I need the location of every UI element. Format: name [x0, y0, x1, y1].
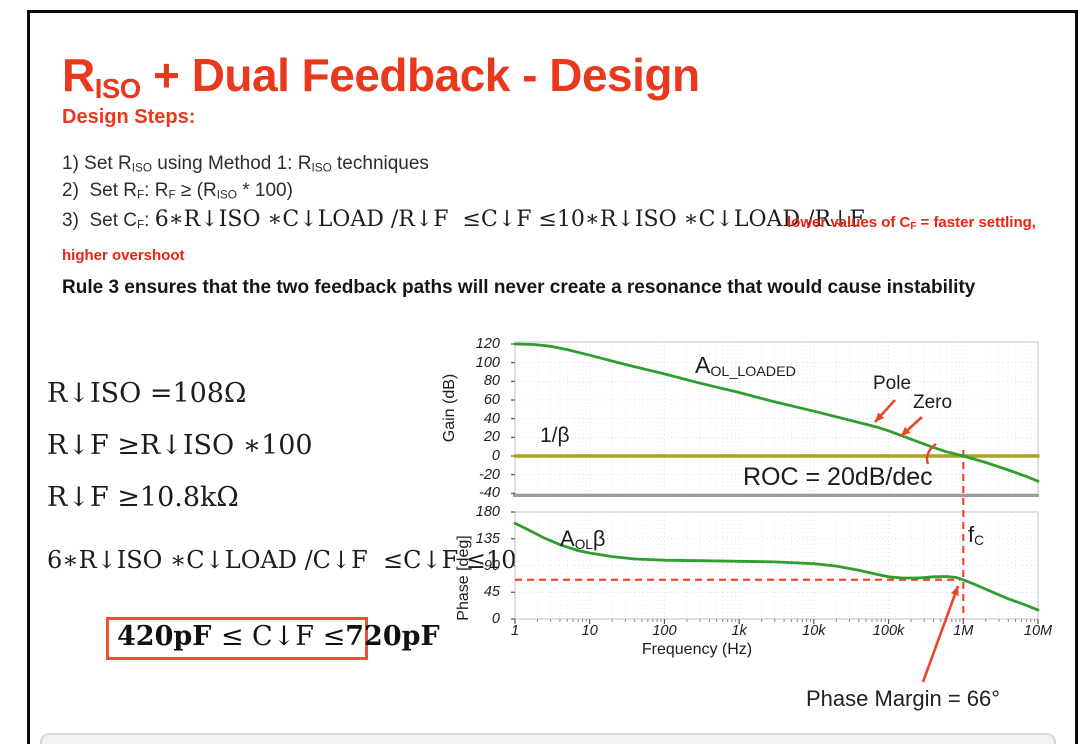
tick-label: 120 [475, 336, 500, 352]
footer-box [40, 733, 1056, 744]
tick-label: -40 [479, 485, 500, 502]
bode-plot: Gain (dB) Phase [deg] 1/β AOL_LOADED Pol… [440, 330, 1068, 724]
step-3-note: lower values of CF = faster settling, [787, 214, 1036, 232]
tick-label: 10M [1023, 623, 1053, 639]
phase-plot-frame [514, 511, 1039, 620]
zero-label: Zero [913, 392, 953, 413]
aol-loaded-label: AOL_LOADED [695, 352, 796, 381]
rule-3-text: Rule 3 ensures that the two feedback pat… [62, 277, 976, 298]
tick-label: 90 [483, 557, 500, 574]
fc-label: fC [968, 522, 984, 548]
equation-rf-ge: R↓F ≥R↓ISO ∗100 [47, 430, 313, 461]
pole-arrow [875, 412, 885, 422]
tick-label: 0 [491, 448, 500, 464]
pole-label: Pole [873, 373, 912, 394]
step-3: 3) Set CF: 6∗R↓ISO ∗C↓LOAD /R↓F ≤C↓F ≤10… [62, 207, 865, 232]
phase-margin-label: Phase Margin = 66° [806, 686, 1001, 711]
tick-label: 20 [483, 429, 500, 446]
result-highlight-box [106, 617, 368, 660]
tick-label: 1M [953, 623, 974, 639]
frequency-axis-label: Frequency (Hz) [641, 641, 753, 658]
tick-label: 1k [731, 623, 747, 639]
zero-arrow [901, 426, 911, 436]
design-steps-heading: Design Steps: [62, 106, 196, 128]
equation-riso: R↓ISO =108Ω [47, 378, 247, 409]
tick-label: 135 [475, 530, 500, 547]
roc-label: ROC = 20dB/dec [743, 463, 933, 491]
tick-label: 45 [483, 584, 500, 601]
curve-AOL_beta [513, 521, 1040, 612]
page-title: RISO + Dual Feedback - Design [62, 49, 700, 105]
tick-label: 80 [483, 373, 500, 390]
tick-label: 0 [491, 611, 500, 627]
gain-plot-frame [514, 341, 1039, 495]
step-1: 1) Set RISO using Method 1: RISO techniq… [62, 153, 429, 175]
tick-label: -20 [479, 466, 500, 483]
tick-label: 1 [510, 623, 520, 639]
bode-plot-canvas [511, 341, 1040, 683]
tick-label: 180 [475, 504, 500, 520]
tick-label: 100 [475, 354, 500, 371]
roc-angle-arc [925, 443, 937, 465]
tick-label: 100k [872, 623, 905, 639]
tick-label: 10k [802, 623, 826, 639]
tick-label: 10 [581, 623, 598, 639]
slide-border [27, 10, 1078, 744]
inv-beta-label: 1/β [540, 424, 570, 447]
aol-beta-label: AOLβ [560, 526, 606, 552]
curve-AOL_LOADED [513, 342, 1040, 483]
step-2: 2) Set RF: RF ≥ (RISO * 100) [62, 180, 293, 202]
result-cf-range: 420pF ≤ C↓F ≤720pF [117, 621, 440, 652]
tick-label: 40 [483, 410, 500, 427]
equation-rf-value: R↓F ≥10.8kΩ [47, 482, 239, 513]
tick-label: 100 [652, 623, 677, 639]
tick-label: 60 [483, 392, 500, 408]
equation-cf-range: 6∗R↓ISO ∗C↓LOAD /C↓F ≤C↓F ≤10∗R [47, 546, 551, 574]
step-3-note-2: higher overshoot [62, 247, 185, 264]
phase-margin-arrow [951, 586, 959, 596]
